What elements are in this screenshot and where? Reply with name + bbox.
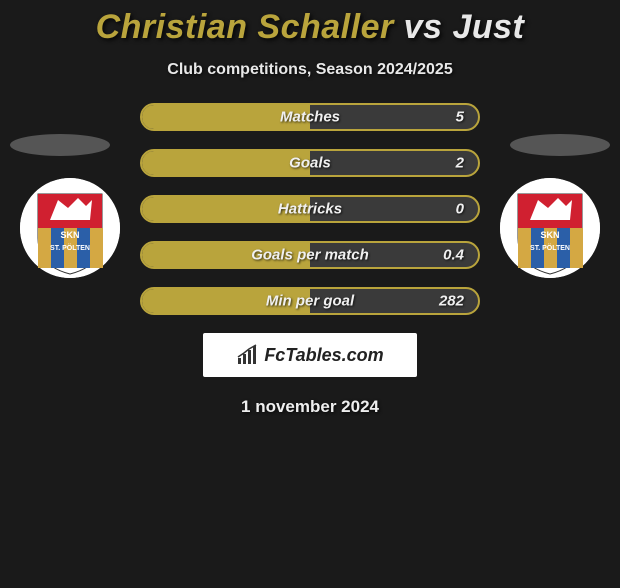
player2-club-badge: SKN ST. PÖLTEN [500,178,600,278]
stat-value: 282 [439,293,464,310]
stat-row: Hattricks 0 [140,195,480,223]
stat-label: Goals [289,155,331,172]
stat-label: Min per goal [266,293,354,310]
player2-name: Just [452,8,524,46]
stat-value: 5 [456,109,464,126]
stat-label: Hattricks [278,201,342,218]
stat-value: 0 [456,201,464,218]
svg-text:SKN: SKN [60,230,79,240]
player1-name: Christian Schaller [96,8,394,46]
svg-text:SKN: SKN [540,230,559,240]
svg-text:ST. PÖLTEN: ST. PÖLTEN [530,243,570,252]
stat-row: Goals 2 [140,149,480,177]
logo-text: FcTables.com [264,345,383,366]
fctables-logo[interactable]: FcTables.com [203,333,417,377]
vs-text: vs [404,8,443,46]
stat-row: Min per goal 282 [140,287,480,315]
stat-row: Goals per match 0.4 [140,241,480,269]
chart-icon [236,344,258,366]
stat-row: Matches 5 [140,103,480,131]
player1-club-badge: SKN ST. PÖLTEN [20,178,120,278]
player2-avatar-shadow [510,134,610,156]
subtitle: Club competitions, Season 2024/2025 [0,61,620,79]
stat-value: 2 [456,155,464,172]
svg-text:ST. PÖLTEN: ST. PÖLTEN [50,243,90,252]
stat-label: Goals per match [251,247,369,264]
player1-avatar-shadow [10,134,110,156]
stat-label: Matches [280,109,340,126]
stat-fill [142,151,310,175]
date-text: 1 november 2024 [0,397,620,417]
stat-value: 0.4 [443,247,464,264]
stats-container: Matches 5 Goals 2 Hattricks 0 Goals per match 0… [140,103,480,315]
comparison-title: Christian Schaller vs Just [0,8,620,47]
